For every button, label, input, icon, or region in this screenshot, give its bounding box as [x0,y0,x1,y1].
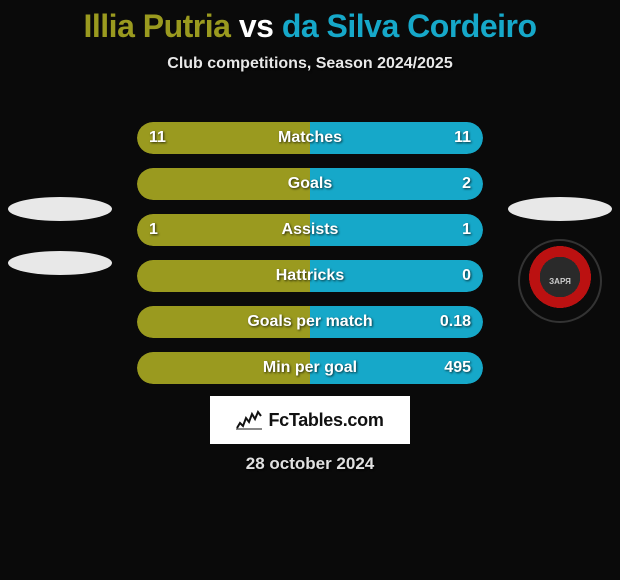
stat-bar-left [137,122,310,154]
stat-bar-left [137,214,310,246]
stat-bar-right [310,352,483,384]
generation-date: 28 october 2024 [0,454,620,474]
comparison-title: Illia Putria vs da Silva Cordeiro [0,0,620,45]
stat-row: Goals2 [137,168,483,200]
player-right-avatar-slot: ЗАРЯ [508,73,612,323]
fctables-logo: FcTables.com [210,396,410,444]
title-player-left: Illia Putria [84,8,231,44]
logo-text: FcTables.com [268,410,383,431]
avatar-placeholder [8,197,112,221]
stat-bar-left [137,260,310,292]
stat-bar-right [310,122,483,154]
avatar-placeholder [508,197,612,221]
club-badge-text: ЗАРЯ [549,277,571,286]
stat-row: Matches1111 [137,122,483,154]
spark-icon [236,410,262,430]
stat-bar-right [310,260,483,292]
stat-bar-left [137,352,310,384]
stat-bar-left [137,168,310,200]
stat-row: Min per goal495 [137,352,483,384]
comparison-bars: Matches1111 Goals2 Assists11 Hattricks0 Goal… [137,122,483,398]
stat-bar-right [310,306,483,338]
title-player-right: da Silva Cordeiro [282,8,537,44]
stat-row: Hattricks0 [137,260,483,292]
subtitle: Club competitions, Season 2024/2025 [0,55,620,73]
stat-bar-right [310,214,483,246]
stat-row: Assists11 [137,214,483,246]
player-left-avatar-slot [8,73,112,305]
avatar-placeholder [8,251,112,275]
title-vs: vs [230,8,281,44]
stat-bar-left [137,306,310,338]
stat-bar-right [310,168,483,200]
club-badge: ЗАРЯ [518,239,602,323]
stat-row: Goals per match0.18 [137,306,483,338]
